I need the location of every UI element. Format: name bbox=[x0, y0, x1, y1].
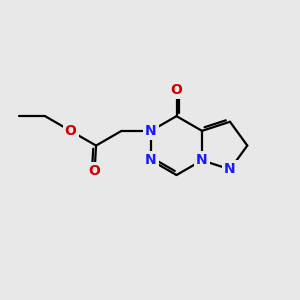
Text: N: N bbox=[145, 153, 157, 167]
Text: O: O bbox=[171, 83, 182, 97]
Text: N: N bbox=[196, 153, 208, 167]
Text: N: N bbox=[224, 162, 236, 176]
Text: O: O bbox=[88, 164, 101, 178]
Text: O: O bbox=[64, 124, 76, 138]
Text: N: N bbox=[145, 124, 157, 138]
